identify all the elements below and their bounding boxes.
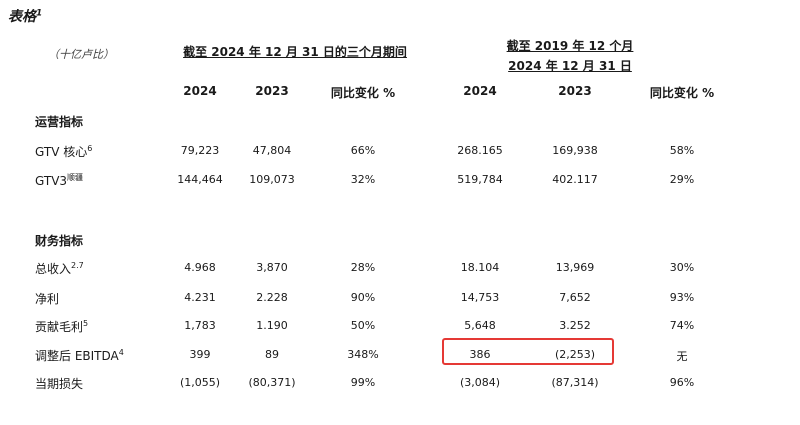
row-label: 调整后 EBITDA4	[35, 348, 124, 363]
table-cell: 144,464	[177, 173, 223, 186]
unit-label: （十亿卢比）	[48, 48, 114, 61]
highlight-box	[442, 338, 614, 365]
table-cell: 50%	[350, 319, 376, 332]
table-cell: (80,371)	[248, 376, 296, 389]
table-title: 表格1	[8, 8, 43, 25]
table-cell: (2,253)	[554, 348, 596, 361]
table-cell: 5,648	[464, 319, 496, 332]
table-cell: 402.117	[552, 173, 598, 186]
section-financial: 财务指标	[35, 234, 84, 248]
table-cell: 30%	[669, 261, 695, 274]
row-label: GTV 核心6	[35, 144, 93, 159]
table-cell: 89	[265, 348, 279, 361]
table-cell: 169,938	[552, 144, 598, 157]
column-header: 同比变化 %	[649, 86, 715, 100]
table-cell: 399	[189, 348, 211, 361]
table-cell: 99%	[350, 376, 376, 389]
table-cell: 28%	[350, 261, 376, 274]
table-cell: 268.165	[457, 144, 503, 157]
table-cell: 4.231	[184, 291, 216, 304]
table-cell: 1.190	[256, 319, 288, 332]
table-cell: 66%	[350, 144, 376, 157]
table-cell: 93%	[669, 291, 695, 304]
row-label: 当期损失	[35, 377, 84, 391]
table-cell: 348%	[347, 348, 379, 361]
table-cell: 无	[676, 350, 688, 363]
row-label: 净利	[35, 292, 60, 306]
table-cell: 79,223	[180, 144, 220, 157]
column-header: 2024	[183, 84, 217, 98]
row-label: GTV3顺疆	[35, 173, 84, 188]
row-label: 总收入2.7	[35, 261, 84, 276]
table-cell: 519,784	[457, 173, 503, 186]
section-operating: 运营指标	[35, 115, 84, 129]
period-header-year-line2: 2024 年 12 月 31 日	[508, 59, 632, 73]
table-cell: 58%	[669, 144, 695, 157]
table-cell: 1,783	[184, 319, 216, 332]
column-header: 2023	[558, 84, 592, 98]
table-cell: 2.228	[256, 291, 288, 304]
table-cell: 90%	[350, 291, 376, 304]
table-cell: 32%	[350, 173, 376, 186]
table-cell: (3,084)	[459, 376, 501, 389]
row-label: 贡献毛利5	[35, 319, 89, 334]
table-cell: 386	[469, 348, 491, 361]
table-cell: 96%	[669, 376, 695, 389]
table-cell: (1,055)	[179, 376, 221, 389]
table-cell: 3,870	[256, 261, 288, 274]
table-cell: 109,073	[249, 173, 295, 186]
column-header: 2024	[463, 84, 497, 98]
column-header: 同比变化 %	[330, 86, 396, 100]
table-cell: 13,969	[555, 261, 595, 274]
column-header: 2023	[255, 84, 289, 98]
period-header-year-line1: 截至 2019 年 12 个月	[506, 39, 634, 53]
table-cell: 14,753	[460, 291, 500, 304]
table-cell: 3.252	[559, 319, 591, 332]
table-cell: 74%	[669, 319, 695, 332]
table-cell: 29%	[669, 173, 695, 186]
table-cell: 47,804	[252, 144, 292, 157]
table-cell: 7,652	[559, 291, 591, 304]
table-cell: (87,314)	[551, 376, 599, 389]
period-header-quarter: 截至 2024 年 12 月 31 日的三个月期间	[183, 45, 407, 59]
table-cell: 18.104	[460, 261, 500, 274]
table-cell: 4.968	[184, 261, 216, 274]
